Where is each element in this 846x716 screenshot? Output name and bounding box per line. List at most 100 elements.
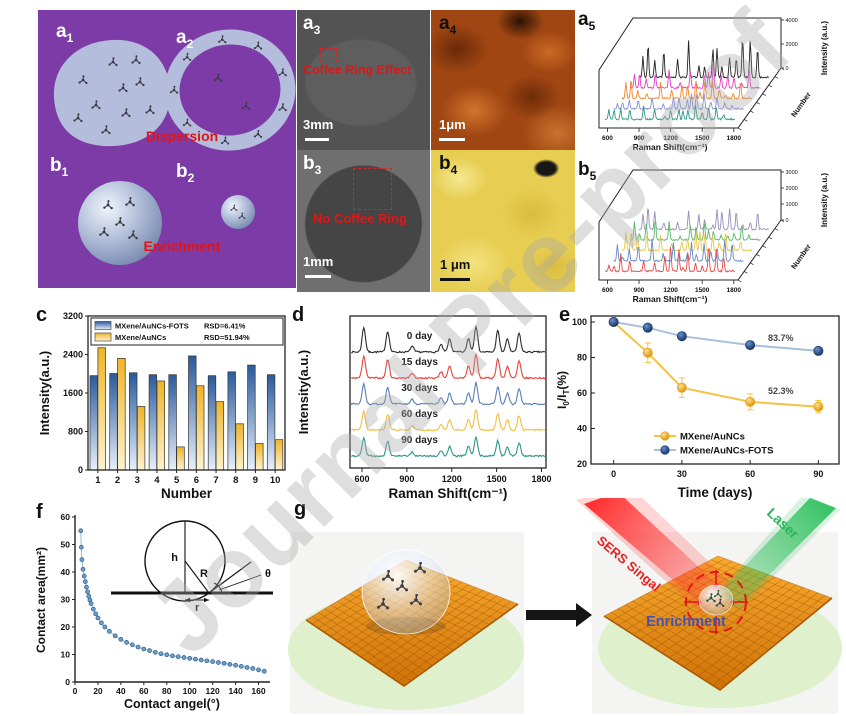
data-point [233, 662, 238, 668]
data-point [204, 658, 210, 664]
data-point [135, 644, 141, 650]
data-point [642, 322, 653, 333]
x-tick-label: 30 [677, 469, 687, 479]
x-tick-label: 20 [93, 686, 103, 696]
data-point [676, 382, 687, 393]
sers-beam [584, 498, 726, 610]
data-point [158, 651, 164, 657]
y-tick-label: 2000 [786, 42, 798, 48]
inset-label-r: r [195, 602, 200, 614]
x-tick-label: 3 [135, 475, 140, 486]
y-tick-label: 2400 [63, 350, 83, 360]
data-point [141, 646, 147, 652]
bar-auncs [97, 347, 106, 471]
data-point [79, 557, 85, 562]
panel-schematic [38, 10, 296, 288]
waterfall-trace [638, 40, 770, 79]
data-point [107, 629, 112, 634]
molecule-glyph [220, 136, 230, 145]
y-tick-label: 40 [577, 424, 587, 434]
legend-box [90, 317, 284, 346]
x-tick-label: 1500 [695, 135, 710, 142]
molecule-glyph [78, 75, 88, 85]
bar-fots [207, 375, 217, 471]
x-tick-label: 1800 [727, 287, 742, 294]
x-tick-label: 140 [228, 686, 242, 696]
molecule-glyph [145, 105, 155, 115]
x-axis-label: Contact angel(°) [124, 697, 220, 711]
y-axis-label: I0/IT(%) [556, 371, 571, 409]
y-tick-label: 80 [577, 353, 587, 363]
legend-label: MXene/AuNCs [680, 432, 745, 443]
molecule-glyph [396, 579, 408, 592]
scalebar [305, 275, 331, 278]
data-point [187, 656, 193, 661]
y-tick-label: 10 [61, 650, 71, 660]
inset-label-h: h [171, 552, 178, 564]
scalebar-label: 3mm [303, 117, 334, 132]
data-point [82, 579, 88, 584]
bar-fots [129, 372, 138, 471]
molecule-glyph [115, 217, 125, 227]
data-point [745, 340, 756, 351]
y-tick-label: 3000 [786, 170, 798, 176]
molecule-glyph [182, 52, 192, 61]
panel-label-a3: a3 [303, 13, 321, 37]
y-tick-label: 50 [61, 540, 71, 550]
scalebar [305, 138, 329, 141]
data-point [80, 566, 86, 572]
molecule-glyph [108, 57, 118, 67]
x-tick-label: 1500 [695, 287, 710, 294]
y-tick-label: 20 [577, 459, 587, 469]
waterfall-trace [604, 105, 736, 121]
x-axis-label: Raman Shift(cm⁻¹) [633, 142, 708, 152]
inset-label-R: R [200, 568, 208, 580]
enrichment-label: Enrichment [646, 614, 726, 630]
y-tick-label: 0 [786, 218, 789, 224]
annotation-52: 52.3% [768, 386, 794, 396]
molecule-glyph [135, 77, 145, 87]
x-axis-label: Time (days) [678, 485, 753, 500]
panel-letter-d: d [292, 304, 305, 326]
x-tick-label: 600 [602, 287, 613, 294]
panel-label-b2: b2 [176, 161, 195, 185]
data-point [84, 584, 89, 590]
legend-label: MXene/AuNCs-FOTS [115, 322, 189, 331]
data-point [91, 606, 96, 612]
scalebar-label: 1mm [303, 254, 334, 269]
data-point [193, 656, 198, 662]
x-tick-label: 8 [233, 475, 238, 486]
waterfall-trace [621, 231, 753, 252]
axes-frame [349, 315, 547, 469]
x-tick-label: 160 [251, 686, 265, 696]
x-tick-label: 1200 [663, 287, 678, 294]
trace-label: 15 days [401, 357, 438, 368]
small-droplet-sphere [221, 195, 255, 229]
bar-auncs [136, 406, 146, 471]
trace-label: 60 days [401, 409, 438, 420]
data-point [124, 640, 129, 645]
x-tick-label: 90 [813, 469, 823, 479]
y-tick-label: 60 [61, 512, 71, 522]
molecule-glyph [182, 118, 192, 127]
panel-b5-waterfall-chart: 600 900 1200 1500 1800 Raman Shift(cm⁻¹) Numbe… [598, 169, 829, 304]
enrichment-label-schematic: Enrichment [143, 238, 221, 254]
data-point [261, 668, 267, 674]
panel-label-a4: a4 [439, 13, 457, 37]
data-point [99, 620, 104, 626]
bar-fots [188, 355, 197, 471]
right-arrow-icon [526, 603, 592, 627]
data-point [175, 654, 181, 660]
spectrum-trace [351, 352, 546, 380]
molecule-glyph [91, 100, 101, 110]
data-point [93, 611, 98, 617]
legend-label: MXene/AuNCs-FOTS [680, 446, 773, 457]
data-point [118, 637, 124, 642]
spectrum-trace [350, 408, 546, 432]
panel-c-bar-chart: 0 800 1600 2400 3200 1 2 3 4 5 6 7 8 9 10 MXene/AuNCs-F… [37, 311, 286, 501]
y-tick-label: 40 [61, 567, 71, 577]
panel-label-a5: a5 [578, 9, 596, 33]
data-point [129, 642, 135, 648]
